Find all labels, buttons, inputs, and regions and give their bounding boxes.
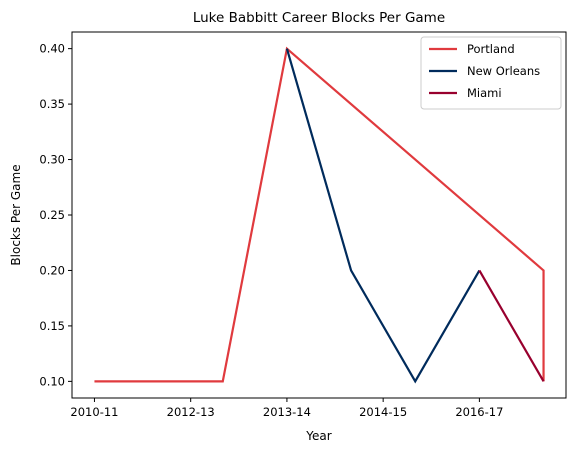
y-tick-label: 0.15 <box>39 319 65 333</box>
series-line-miami <box>478 269 545 382</box>
legend-label: Portland <box>467 42 515 56</box>
series-line-portland <box>94 46 545 383</box>
y-tick-label: 0.40 <box>39 42 65 56</box>
plot-frame <box>71 31 567 399</box>
x-tick-label: 2010-11 <box>70 405 118 419</box>
x-axis-ticks: 2010-11 2012-13 2013-14 2014-15 2016-17 <box>70 398 503 419</box>
chart-title: Luke Babbitt Career Blocks Per Game <box>193 10 445 26</box>
y-axis-label: Blocks Per Game <box>9 164 23 265</box>
x-tick-label: 2016-17 <box>455 405 503 419</box>
x-tick-label: 2012-13 <box>167 405 215 419</box>
series-lines <box>94 46 545 384</box>
y-tick-label: 0.30 <box>39 153 65 167</box>
y-tick-label: 0.25 <box>39 208 65 222</box>
legend-label: New Orleans <box>467 64 540 78</box>
x-tick-label: 2013-14 <box>263 405 311 419</box>
series-line-new-orleans <box>285 48 481 384</box>
y-tick-label: 0.35 <box>39 97 65 111</box>
legend: Portland New Orleans Miami <box>420 36 562 110</box>
y-tick-label: 0.10 <box>39 374 65 388</box>
x-tick-label: 2014-15 <box>359 405 407 419</box>
y-axis-ticks: 0.10 0.15 0.20 0.25 0.30 0.35 0.40 <box>39 42 72 388</box>
x-axis-label: Year <box>305 429 331 443</box>
legend-box <box>420 36 562 110</box>
legend-label: Miami <box>467 86 502 100</box>
y-tick-label: 0.20 <box>39 263 65 277</box>
